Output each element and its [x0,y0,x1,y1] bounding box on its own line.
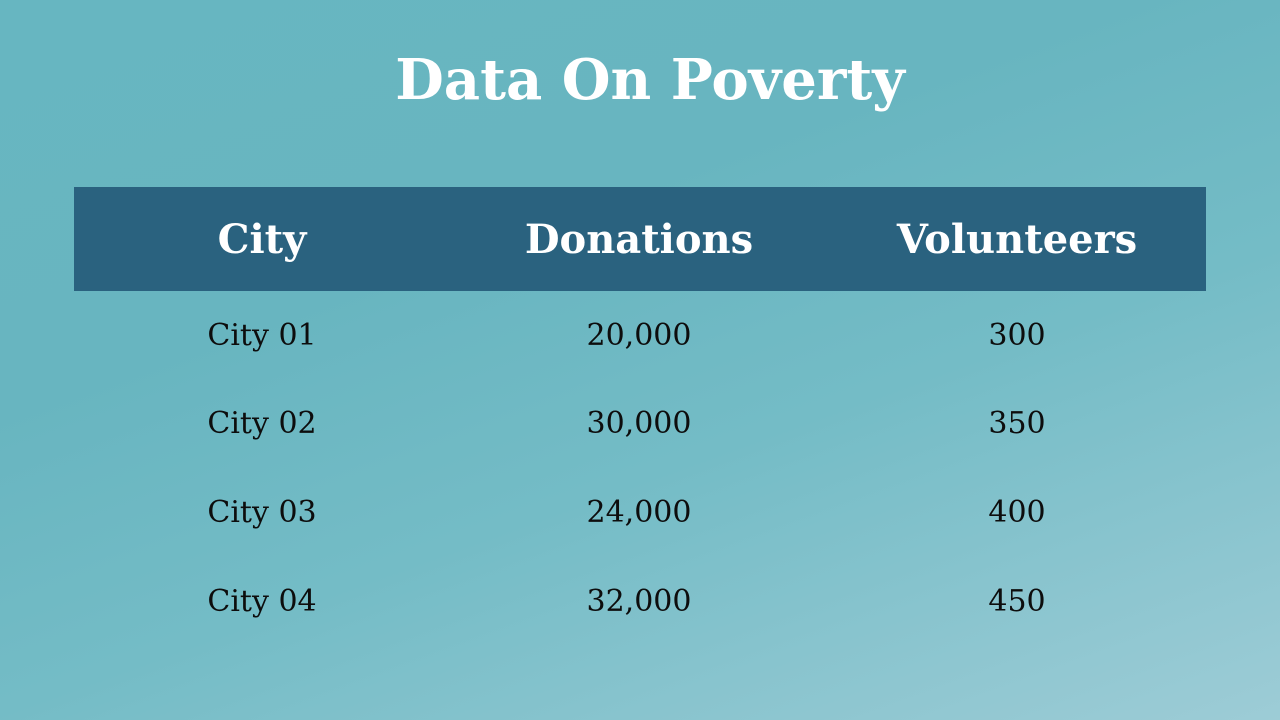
cell-volunteers: 400 [988,495,1046,530]
slide-title: Data On Poverty [395,47,905,113]
column-header-volunteers: Volunteers [896,215,1138,263]
column-header-donations: Donations [524,215,754,263]
cell-city: City 03 [207,495,317,530]
header-row: City Donations Volunteers [74,187,1206,291]
column-header-city: City [217,215,307,263]
table-row: City 03 24,000 400 [74,468,1206,557]
cell-volunteers: 300 [988,317,1046,353]
cell-city: City 02 [207,406,317,441]
table-row: City 01 20,000 300 [74,291,1206,379]
cell-donations: 32,000 [586,584,692,619]
cell-donations: 20,000 [586,317,692,353]
table-row: City 02 30,000 350 [74,379,1206,468]
data-table: City Donations Volunteers City 01 20,000… [74,187,1206,646]
cell-city: City 04 [207,584,317,619]
poverty-data-table: City Donations Volunteers City 01 20,000… [74,187,1206,646]
table-row: City 04 32,000 450 [74,557,1206,646]
cell-city: City 01 [207,317,317,353]
cell-donations: 24,000 [586,495,692,530]
cell-volunteers: 450 [988,584,1046,619]
cell-donations: 30,000 [586,406,692,441]
table-body: City 01 20,000 300 City 02 30,000 350 Ci… [74,291,1206,646]
table-header: City Donations Volunteers [74,187,1206,291]
cell-volunteers: 350 [988,406,1046,441]
